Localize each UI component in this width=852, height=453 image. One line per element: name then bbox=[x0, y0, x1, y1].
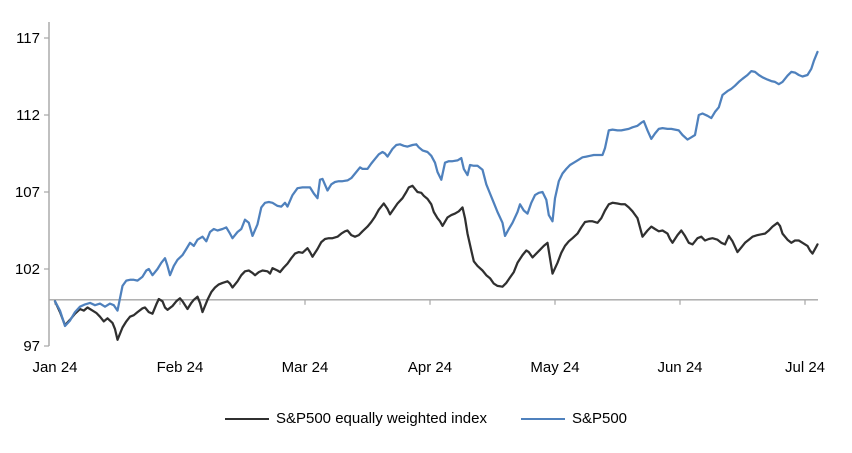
y-tick-label: 117 bbox=[16, 30, 40, 47]
x-tick-label: Apr 24 bbox=[408, 359, 452, 376]
y-tick-label: 102 bbox=[15, 261, 40, 278]
legend-line-swatch-equal-weight bbox=[224, 418, 269, 420]
x-tick-label: Jan 24 bbox=[32, 359, 77, 376]
legend-item-equal-weight: S&P500 equally weighted index bbox=[224, 410, 487, 428]
chart-legend: S&P500 equally weighted index S&P500 bbox=[0, 410, 852, 428]
line-chart: Jan 24 Feb 24 Mar 24 Apr 24 May 24 Jun 24 Jul … bbox=[15, 22, 825, 376]
legend-label-sp500: S&P500 bbox=[571, 410, 628, 427]
x-tick-label: Mar 24 bbox=[282, 359, 329, 376]
y-tick-label: 107 bbox=[15, 184, 40, 201]
series-line-equal-weight bbox=[53, 184, 819, 341]
legend-item-sp500: S&P500 bbox=[520, 410, 628, 428]
y-tick-label: 112 bbox=[16, 107, 40, 124]
legend-line-swatch-sp500 bbox=[520, 418, 565, 420]
x-tick-label: Feb 24 bbox=[157, 359, 204, 376]
y-tick-label: 97 bbox=[23, 338, 40, 355]
x-tick-label: Jun 24 bbox=[657, 359, 702, 376]
x-tick-label: May 24 bbox=[530, 359, 579, 376]
legend-label-equal-weight: S&P500 equally weighted index bbox=[275, 410, 487, 427]
x-tick-label: Jul 24 bbox=[785, 359, 825, 376]
series-line-sp500 bbox=[53, 50, 819, 328]
